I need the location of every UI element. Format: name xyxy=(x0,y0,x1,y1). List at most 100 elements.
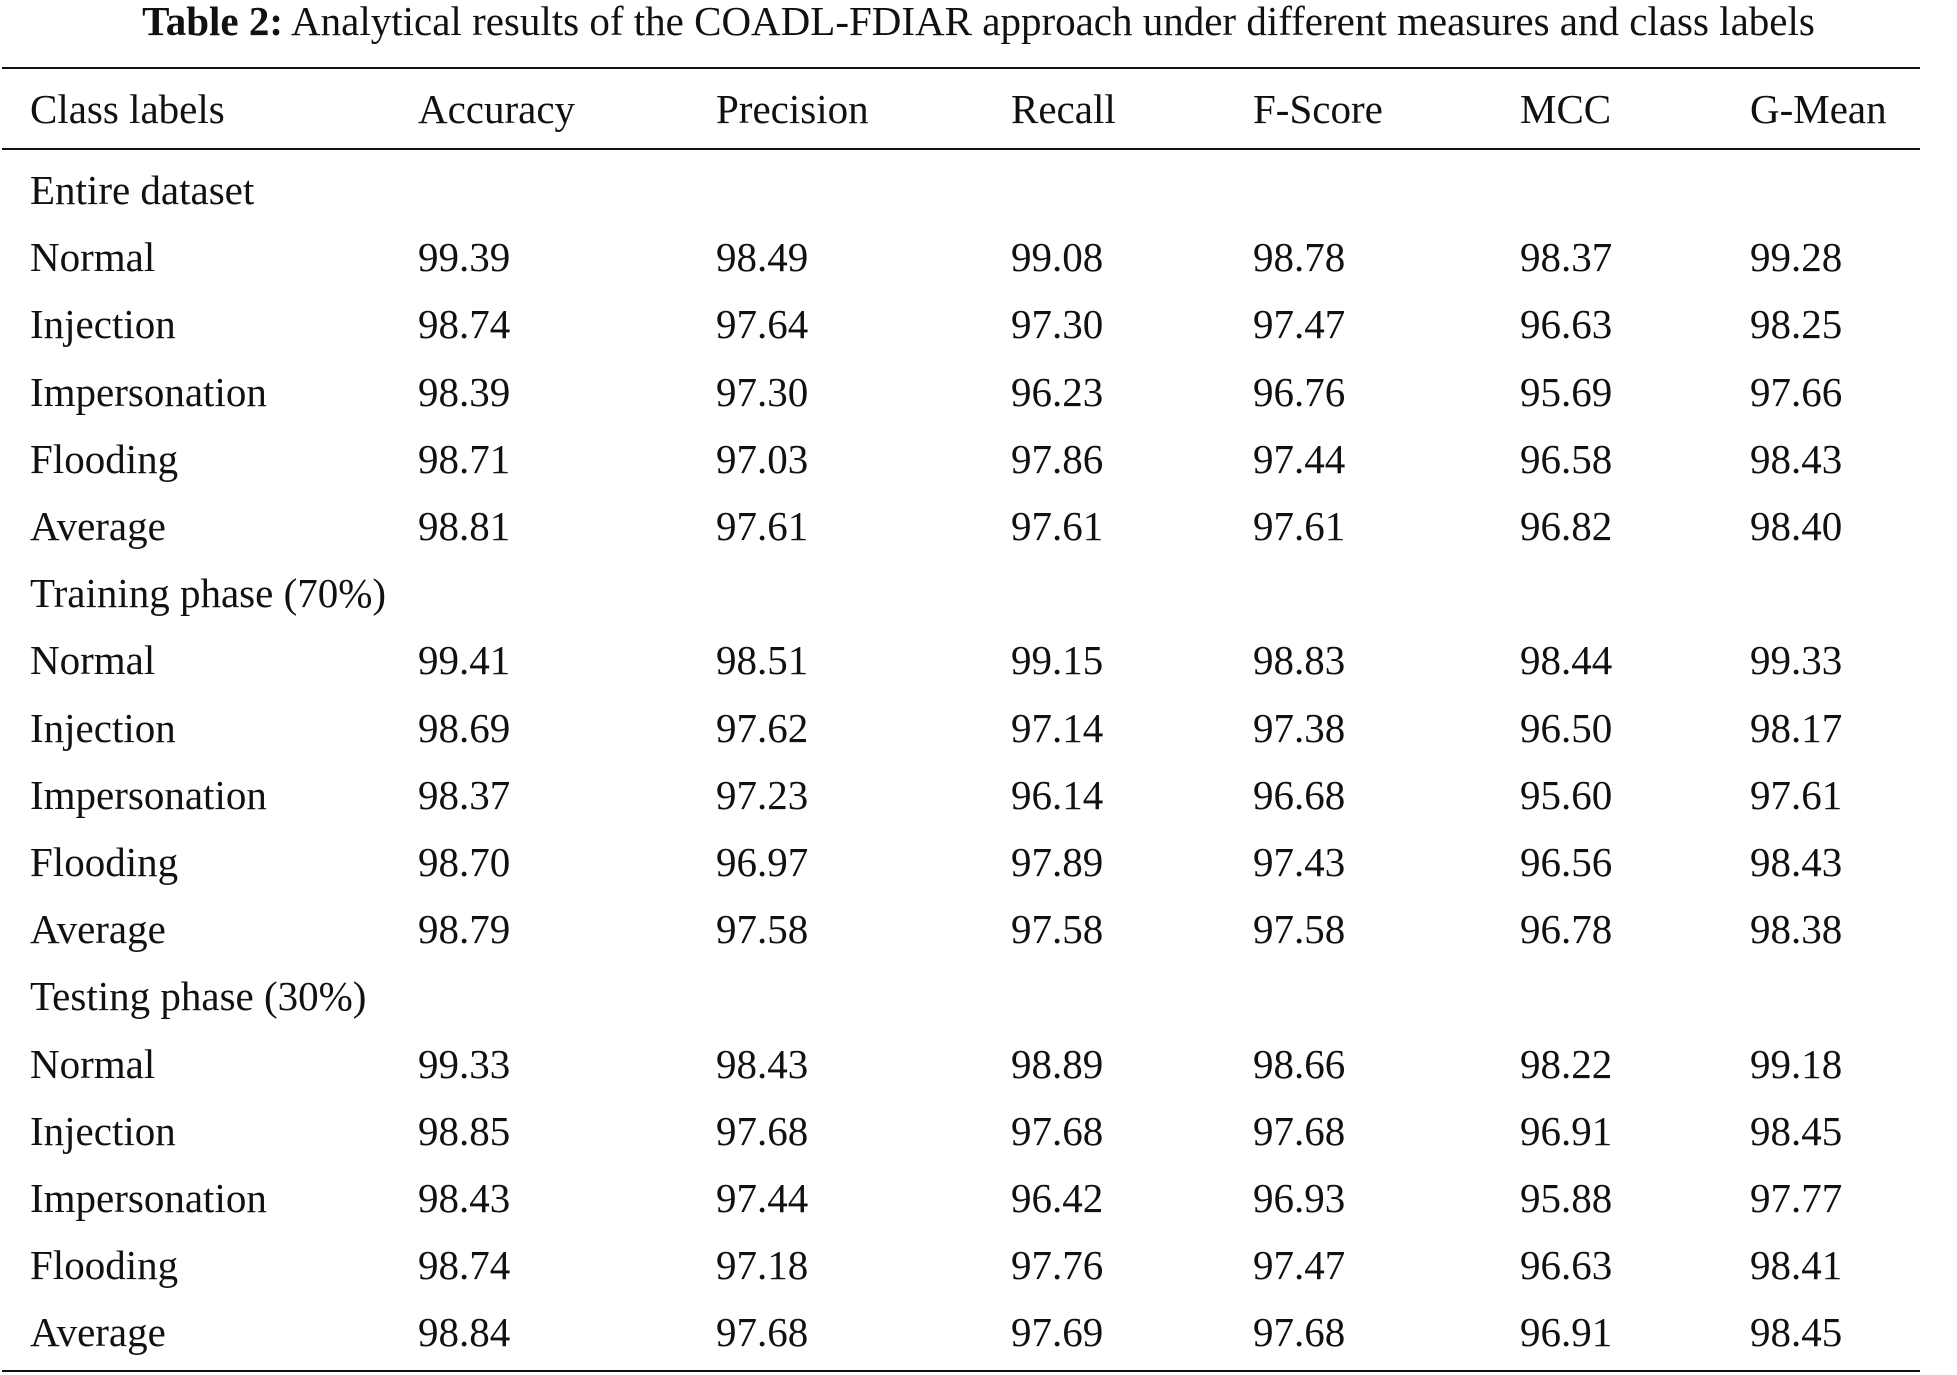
section-header-row: Entire dataset xyxy=(0,157,1957,224)
value-cell: 98.66 xyxy=(1253,1040,1346,1087)
value-cell: 98.71 xyxy=(418,435,511,482)
header-mcc: MCC xyxy=(1520,86,1612,132)
value-cell: 97.47 xyxy=(1253,301,1346,348)
row-label-cell: Normal xyxy=(30,637,156,684)
header-accuracy: Accuracy xyxy=(418,86,576,132)
row-label-cell: Flooding xyxy=(30,839,179,885)
value-cell: 95.60 xyxy=(1520,771,1613,818)
value-cell: 98.45 xyxy=(1750,1309,1843,1356)
value-cell: 97.62 xyxy=(716,704,809,751)
value-cell: 98.70 xyxy=(418,839,511,885)
value-cell: 99.39 xyxy=(418,234,511,281)
value-cell: 96.91 xyxy=(1520,1309,1613,1356)
header-class-labels: Class labels xyxy=(30,86,225,132)
value-cell: 98.39 xyxy=(418,368,511,415)
top-rule xyxy=(2,67,1920,69)
caption-label: Table 2: xyxy=(142,0,284,44)
value-cell: 97.77 xyxy=(1750,1175,1843,1221)
table-row: Flooding 98.70 96.97 97.89 97.43 96.56 98.43 xyxy=(0,829,1957,896)
value-cell: 97.61 xyxy=(1750,771,1843,818)
section-title: Training phase (70%) xyxy=(30,570,387,617)
value-cell: 97.58 xyxy=(716,906,809,953)
value-cell: 96.63 xyxy=(1520,301,1613,348)
value-cell: 98.51 xyxy=(716,637,809,684)
value-cell: 97.03 xyxy=(716,435,809,482)
value-cell: 96.97 xyxy=(716,839,809,885)
value-cell: 97.30 xyxy=(1011,301,1104,348)
table-row: Impersonation 98.43 97.44 96.42 96.93 95.88 97… xyxy=(0,1165,1957,1232)
value-cell: 97.38 xyxy=(1253,704,1346,751)
bottom-rule xyxy=(2,1370,1920,1372)
value-cell: 97.14 xyxy=(1011,704,1104,751)
value-cell: 97.44 xyxy=(1253,435,1346,482)
value-cell: 98.89 xyxy=(1011,1040,1104,1087)
value-cell: 97.30 xyxy=(716,368,809,415)
value-cell: 96.42 xyxy=(1011,1175,1104,1221)
section-title: Entire dataset xyxy=(30,167,255,213)
value-cell: 98.69 xyxy=(418,704,511,751)
value-cell: 97.18 xyxy=(716,1242,809,1289)
row-label-cell: Normal xyxy=(30,234,156,281)
section-header-row: Training phase (70%) xyxy=(0,560,1957,627)
value-cell: 96.76 xyxy=(1253,368,1346,415)
value-cell: 98.74 xyxy=(418,1242,511,1289)
row-label-cell: Impersonation xyxy=(30,1175,267,1221)
value-cell: 99.28 xyxy=(1750,234,1843,281)
value-cell: 98.79 xyxy=(418,906,511,953)
value-cell: 97.61 xyxy=(716,503,809,549)
value-cell: 97.58 xyxy=(1011,906,1104,953)
value-cell: 98.22 xyxy=(1520,1040,1613,1087)
value-cell: 96.91 xyxy=(1520,1107,1613,1154)
value-cell: 98.43 xyxy=(418,1175,511,1221)
value-cell: 97.61 xyxy=(1253,503,1346,549)
value-cell: 97.47 xyxy=(1253,1242,1346,1289)
value-cell: 97.68 xyxy=(716,1107,809,1154)
value-cell: 97.58 xyxy=(1253,906,1346,953)
value-cell: 96.14 xyxy=(1011,771,1104,818)
value-cell: 97.66 xyxy=(1750,368,1843,415)
value-cell: 98.43 xyxy=(1750,839,1843,885)
row-label-cell: Average xyxy=(30,906,166,953)
row-label-cell: Normal xyxy=(30,1040,156,1087)
value-cell: 98.25 xyxy=(1750,301,1843,348)
value-cell: 97.44 xyxy=(716,1175,809,1221)
table-row: Average 98.84 97.68 97.69 97.68 96.91 98.45 xyxy=(0,1299,1957,1366)
value-cell: 98.38 xyxy=(1750,906,1843,953)
section-title: Testing phase (30%) xyxy=(30,973,367,1020)
header-recall: Recall xyxy=(1011,86,1116,132)
value-cell: 99.15 xyxy=(1011,637,1104,684)
table-row: Injection 98.74 97.64 97.30 97.47 96.63 98.25 xyxy=(0,291,1957,358)
value-cell: 97.23 xyxy=(716,771,809,818)
value-cell: 98.49 xyxy=(716,234,809,281)
table-caption: Table 2: Analytical results of the COADL… xyxy=(0,0,1957,50)
table-row: Impersonation 98.37 97.23 96.14 96.68 95.60 97… xyxy=(0,762,1957,829)
table-row: Normal 99.41 98.51 99.15 98.83 98.44 99.33 xyxy=(0,627,1957,694)
value-cell: 96.68 xyxy=(1253,771,1346,818)
value-cell: 98.83 xyxy=(1253,637,1346,684)
value-cell: 98.41 xyxy=(1750,1242,1843,1289)
value-cell: 99.33 xyxy=(1750,637,1843,684)
section-header-row: Testing phase (30%) xyxy=(0,963,1957,1030)
row-label-cell: Impersonation xyxy=(30,368,267,415)
row-label-cell: Injection xyxy=(30,704,176,751)
value-cell: 97.76 xyxy=(1011,1242,1104,1289)
table-row: Impersonation 98.39 97.30 96.23 96.76 95.69 97… xyxy=(0,359,1957,426)
value-cell: 96.50 xyxy=(1520,704,1613,751)
value-cell: 98.37 xyxy=(1520,234,1613,281)
value-cell: 97.64 xyxy=(716,301,809,348)
row-label-cell: Flooding xyxy=(30,1242,179,1289)
value-cell: 97.69 xyxy=(1011,1309,1104,1356)
value-cell: 99.33 xyxy=(418,1040,511,1087)
row-label-cell: Impersonation xyxy=(30,771,267,818)
row-label-cell: Flooding xyxy=(30,435,179,482)
value-cell: 98.78 xyxy=(1253,234,1346,281)
header-row: Class labels Accuracy Precision Recall F… xyxy=(0,76,1957,143)
value-cell: 98.84 xyxy=(418,1309,511,1356)
value-cell: 97.68 xyxy=(1253,1107,1346,1154)
value-cell: 96.63 xyxy=(1520,1242,1613,1289)
value-cell: 96.82 xyxy=(1520,503,1613,549)
row-label-cell: Average xyxy=(30,1309,166,1356)
value-cell: 99.41 xyxy=(418,637,511,684)
table-row: Injection 98.69 97.62 97.14 97.38 96.50 98.17 xyxy=(0,695,1957,762)
value-cell: 96.78 xyxy=(1520,906,1613,953)
